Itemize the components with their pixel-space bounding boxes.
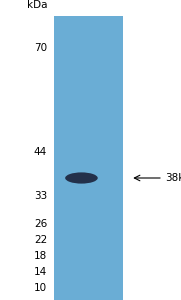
Bar (54, 16, 123, 300)
Ellipse shape (65, 172, 98, 184)
Text: 70: 70 (34, 43, 47, 53)
Text: 22: 22 (34, 235, 47, 245)
Text: kDa: kDa (27, 0, 47, 10)
Text: 44: 44 (34, 147, 47, 157)
Text: 38kDa: 38kDa (165, 173, 181, 183)
Text: 10: 10 (34, 283, 47, 293)
Text: 18: 18 (34, 251, 47, 261)
Text: 14: 14 (34, 267, 47, 277)
Text: 26: 26 (34, 219, 47, 229)
Text: 33: 33 (34, 191, 47, 201)
